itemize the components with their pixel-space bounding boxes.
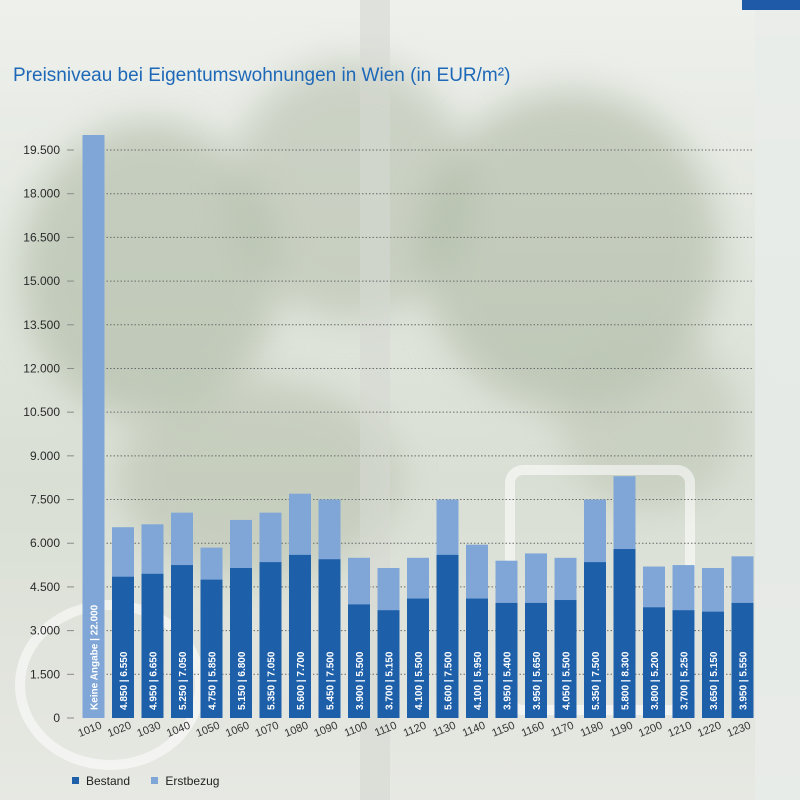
legend-item-bestand: Bestand — [72, 774, 130, 788]
bar-erstbezug — [82, 135, 105, 718]
bar-value-label: 5.350 | 7.050 — [267, 651, 278, 710]
bar-bestand — [702, 611, 724, 718]
x-tick-label: 1110 — [373, 720, 399, 740]
y-tick-label: 13.500 — [23, 318, 60, 332]
x-tick-label: 1220 — [696, 720, 723, 740]
bar-value-label: 5.150 | 6.800 — [237, 651, 248, 710]
bar-bestand — [554, 600, 577, 718]
bar-value-label: 3.800 | 5.200 — [650, 651, 661, 710]
y-tick-label: 0 — [53, 711, 60, 725]
x-tick-label: 1080 — [283, 720, 310, 740]
x-tick-label: 1160 — [520, 720, 546, 740]
y-tick-label: 18.000 — [23, 187, 60, 201]
x-tick-label: 1090 — [312, 720, 339, 740]
y-tick-label: 19.500 — [23, 143, 60, 157]
bar-bestand — [613, 549, 636, 718]
bar-value-label: 4.950 | 6.650 — [149, 651, 160, 710]
x-tick-label: 1180 — [579, 720, 605, 740]
x-tick-label: 1150 — [490, 720, 516, 740]
legend-swatch-bestand — [72, 777, 79, 784]
bar-value-label: 3.950 | 5.400 — [503, 651, 514, 710]
x-tick-label: 1040 — [165, 720, 192, 740]
y-tick-label: 15.000 — [23, 274, 60, 288]
bar-bestand — [495, 602, 518, 718]
y-tick-label: 6.000 — [30, 536, 60, 550]
x-tick-label: 1230 — [725, 720, 752, 740]
y-tick-label: 4.500 — [30, 580, 60, 594]
y-tick-label: 1.500 — [30, 667, 60, 681]
x-tick-label: 1030 — [135, 720, 162, 740]
x-tick-label: 1200 — [637, 720, 664, 740]
bar-bestand — [289, 554, 311, 718]
bar-value-label: 5.450 | 7.500 — [326, 651, 337, 710]
y-tick-label: 3.000 — [30, 624, 60, 638]
chart-title: Preisniveau bei Eigentumswohnungen in Wi… — [13, 65, 511, 86]
x-tick-label: 1130 — [431, 720, 457, 740]
bar-bestand — [112, 576, 134, 718]
x-tick-label: 1070 — [253, 720, 280, 740]
x-tick-label: 1100 — [343, 720, 369, 740]
bar-value-label: 3.950 | 5.650 — [532, 651, 543, 710]
legend-swatch-erstbezug — [151, 777, 159, 784]
x-tick-label: 1060 — [224, 720, 251, 740]
x-tick-label: 1140 — [461, 720, 487, 740]
x-tick-label: 1120 — [402, 720, 428, 740]
bar-bestand — [141, 573, 164, 718]
bar-bestand — [171, 565, 193, 718]
y-tick-label: 12.000 — [23, 361, 60, 375]
bar-bestand — [672, 610, 695, 718]
bar-bestand — [407, 598, 429, 718]
bar-bestand — [643, 607, 665, 718]
bar-value-label: 4.100 | 5.500 — [414, 651, 425, 710]
bar-bestand — [436, 554, 459, 718]
bar-value-label: 4.850 | 6.550 — [119, 651, 130, 710]
bar-value-label: 3.700 | 5.150 — [385, 651, 396, 710]
x-tick-label: 1170 — [549, 720, 575, 740]
bar-bestand — [200, 579, 223, 718]
x-tick-label: 1190 — [608, 720, 634, 740]
x-tick-label: 1020 — [106, 720, 133, 740]
bar-bestand — [318, 559, 341, 718]
x-tick-label: 1210 — [666, 720, 693, 740]
y-tick-label: 16.500 — [23, 230, 60, 244]
legend-label-erstbezug: Erstbezug — [165, 773, 220, 788]
legend: Bestand Erstbezug — [72, 773, 237, 788]
bar-value-label: 4.050 | 5.500 — [562, 651, 573, 710]
bar-bestand — [348, 604, 370, 718]
x-tick-label: 1010 — [76, 720, 103, 740]
bar-value-label: 5.600 | 7.500 — [444, 651, 455, 710]
brand-bar — [742, 0, 800, 10]
x-tick-label: 1050 — [194, 720, 221, 740]
bar-value-label: 5.800 | 8.300 — [621, 651, 632, 710]
bar-value-label: 5.250 | 7.050 — [178, 651, 189, 710]
y-tick-label: 9.000 — [30, 449, 60, 463]
bar-bestand — [466, 598, 488, 718]
bar-bestand — [230, 567, 252, 718]
bar-bestand — [731, 602, 754, 718]
bar-bestand — [525, 602, 547, 718]
bar-value-label: 4.100 | 5.950 — [473, 651, 484, 710]
bar-bestand — [584, 562, 606, 718]
legend-item-erstbezug: Erstbezug — [151, 774, 219, 788]
bar-value-label: 3.700 | 5.250 — [680, 651, 691, 710]
bar-value-label: 3.900 | 5.500 — [355, 651, 366, 710]
bar-bestand — [259, 562, 282, 718]
bar-bestand — [377, 610, 400, 718]
y-tick-label: 7.500 — [30, 493, 60, 507]
bar-value-label: 4.750 | 5.850 — [208, 651, 219, 710]
bar-value-label: Keine Angabe | 22.000 — [90, 604, 101, 710]
bar-value-label: 3.950 | 5.550 — [739, 651, 750, 710]
legend-label-bestand: Bestand — [86, 773, 131, 788]
bar-value-label: 5.600 | 7.700 — [296, 651, 307, 710]
y-tick-label: 10.500 — [23, 405, 60, 419]
bar-value-label: 3.650 | 5.150 — [709, 651, 720, 710]
bar-value-label: 5.350 | 7.500 — [591, 651, 602, 710]
